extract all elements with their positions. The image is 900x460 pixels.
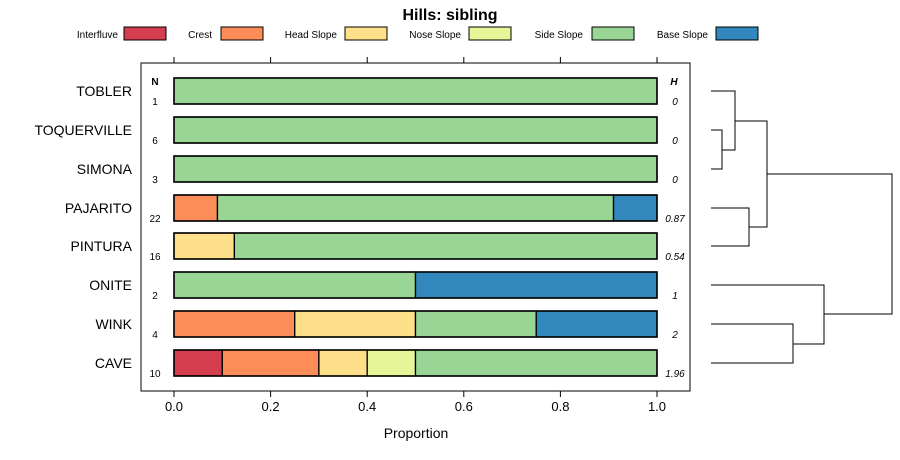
x-tick-label-2: 0.4 xyxy=(358,399,376,414)
bar-segment-wink-base-slope xyxy=(535,310,658,338)
legend-label-base-slope: Base Slope xyxy=(657,30,709,41)
n-value-toquerville: 6 xyxy=(152,136,158,147)
bar-segment-wink-crest xyxy=(173,310,296,338)
dendrogram xyxy=(711,90,893,364)
bar-outline-tobler xyxy=(173,77,658,105)
n-value-onite: 2 xyxy=(152,291,158,302)
bar-outline-cave xyxy=(173,349,658,377)
plot-frame xyxy=(140,62,691,392)
bar-segment-cave-crest xyxy=(221,349,320,377)
n-value-cave: 10 xyxy=(149,369,161,380)
h-value-pintura: 0.54 xyxy=(665,252,685,263)
bar-outline-pintura xyxy=(173,232,658,260)
legend-swatch-crest xyxy=(220,26,264,41)
h-column-header: H xyxy=(670,77,678,88)
bar-segment-pintura-head-slope xyxy=(173,232,236,260)
h-value-tobler: 0 xyxy=(672,97,678,108)
category-label-tobler: TOBLER xyxy=(76,83,132,99)
legend-swatch-side-slope xyxy=(591,26,635,41)
h-value-onite: 1 xyxy=(672,291,678,302)
n-value-wink: 4 xyxy=(152,330,158,341)
h-value-cave: 1.96 xyxy=(665,369,685,380)
category-label-toquerville: TOQUERVILLE xyxy=(34,122,132,138)
h-value-wink: 2 xyxy=(671,330,678,341)
h-value-toquerville: 0 xyxy=(672,136,678,147)
dendrogram-branch-2 xyxy=(711,207,750,247)
dendrogram-branch-0 xyxy=(711,129,723,170)
x-axis-label: Proportion xyxy=(384,425,449,441)
legend-swatch-base-slope xyxy=(715,26,759,41)
bar-segment-cave-nose-slope xyxy=(366,349,417,377)
bar-segment-pajarito-crest xyxy=(173,194,219,222)
x-tick-label-0: 0.0 xyxy=(165,399,183,414)
bar-segment-tobler-side-slope xyxy=(173,77,658,105)
bar-segment-wink-side-slope xyxy=(414,310,537,338)
legend-label-crest: Crest xyxy=(188,30,212,41)
bar-segment-pajarito-base-slope xyxy=(612,194,658,222)
bar-segment-cave-side-slope xyxy=(414,349,658,377)
dendrogram-branch-5 xyxy=(711,284,825,345)
x-axis: 0.0 0.2 0.4 0.6 0.8 1.0 xyxy=(165,57,666,414)
bar-segment-onite-side-slope xyxy=(173,271,417,299)
legend: Interfluve Crest Head Slope Nose Slope Side … xyxy=(77,26,759,41)
category-label-onite: ONITE xyxy=(89,277,132,293)
h-value-pajarito: 0.87 xyxy=(665,214,685,225)
bar-segment-onite-base-slope xyxy=(414,271,658,299)
bar-outline-wink xyxy=(173,310,658,338)
bar-segment-simona-side-slope xyxy=(173,155,658,183)
n-value-pintura: 16 xyxy=(149,252,161,263)
x-tick-label-4: 0.8 xyxy=(551,399,569,414)
bar-segment-cave-head-slope xyxy=(318,349,368,377)
category-label-pintura: PINTURA xyxy=(71,238,133,254)
legend-label-side-slope: Side Slope xyxy=(535,30,584,41)
x-tick-label-5: 1.0 xyxy=(648,399,666,414)
dendrogram-branch-4 xyxy=(711,323,794,364)
bar-segment-toquerville-side-slope xyxy=(173,116,658,144)
bar-segment-pajarito-side-slope xyxy=(216,194,615,222)
bar-segment-cave-interfluve xyxy=(173,349,223,377)
n-value-pajarito: 22 xyxy=(149,214,161,225)
bar-outline-pajarito xyxy=(173,194,658,222)
category-label-simona: SIMONA xyxy=(77,161,133,177)
dendrogram-branch-6 xyxy=(767,173,893,315)
dendrogram-branch-3 xyxy=(735,120,768,228)
bar-outline-simona xyxy=(173,155,658,183)
legend-label-interfluve: Interfluve xyxy=(77,30,119,41)
category-label-cave: CAVE xyxy=(95,355,132,371)
n-column-header: N xyxy=(151,77,158,88)
bar-outline-onite xyxy=(173,271,658,299)
n-value-tobler: 1 xyxy=(152,97,158,108)
category-label-pajarito: PAJARITO xyxy=(65,200,132,216)
legend-swatch-head-slope xyxy=(344,26,388,41)
category-label-wink: WINK xyxy=(95,316,132,332)
dendrogram-branch-1 xyxy=(711,90,736,151)
bar-segment-pintura-side-slope xyxy=(233,232,658,260)
chart-title: Hills: sibling xyxy=(402,7,497,24)
bar-segment-wink-head-slope xyxy=(294,310,417,338)
x-tick-label-1: 0.2 xyxy=(262,399,280,414)
bar-outline-toquerville xyxy=(173,116,658,144)
x-tick-label-3: 0.6 xyxy=(455,399,473,414)
legend-label-head-slope: Head Slope xyxy=(285,30,338,41)
legend-swatch-interfluve xyxy=(123,26,167,41)
n-value-simona: 3 xyxy=(152,175,158,186)
legend-swatch-nose-slope xyxy=(468,26,512,41)
h-value-simona: 0 xyxy=(672,175,678,186)
legend-label-nose-slope: Nose Slope xyxy=(409,30,461,41)
